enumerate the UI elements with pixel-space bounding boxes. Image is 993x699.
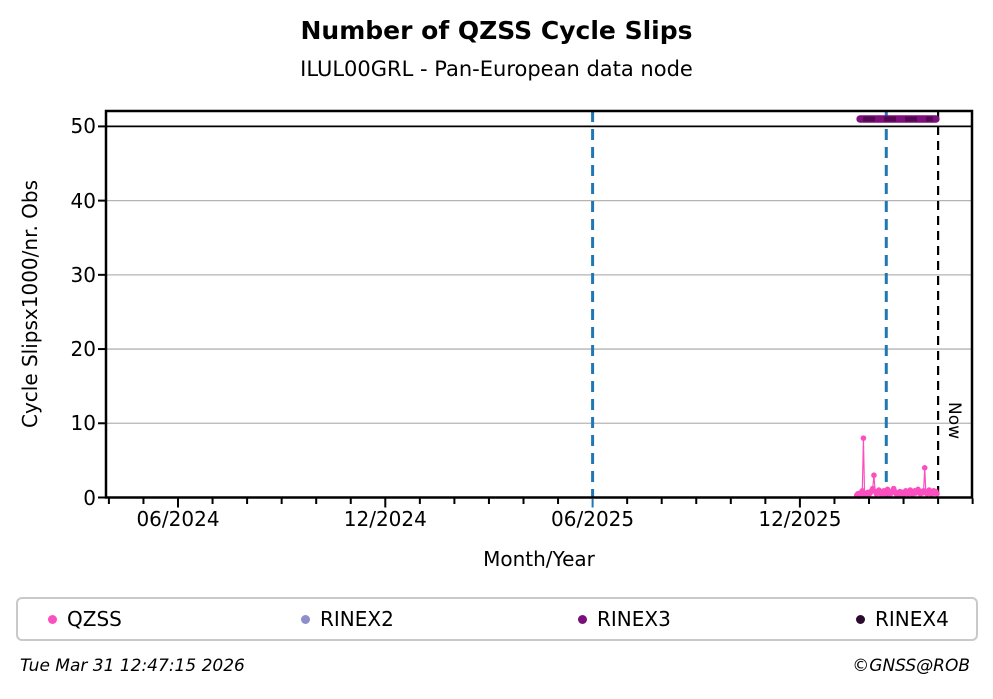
y-tick-label-20: 20 (70, 337, 96, 362)
legend-marker-rinex2-icon (301, 614, 310, 624)
legend-label-rinex3: RINEX3 (597, 607, 671, 631)
legend-item-rinex2: RINEX2 (301, 599, 394, 639)
legend-item-rinex4: RINEX4 (856, 599, 949, 639)
legend-label-qzss: QZSS (67, 607, 122, 631)
x-tick-label-12/2024: 12/2024 (343, 507, 427, 531)
x-tick-label-06/2025: 06/2025 (551, 507, 635, 531)
credit-label: ©GNSS@ROB (852, 656, 970, 676)
legend-label-rinex4: RINEX4 (875, 607, 949, 631)
legend-marker-rinex4-icon (856, 614, 865, 624)
qzss-point (860, 435, 867, 441)
legend-item-rinex3: RINEX3 (578, 599, 671, 639)
legend-label-rinex2: RINEX2 (320, 607, 394, 631)
legend-marker-rinex3-icon (578, 614, 587, 624)
y-tick-label-30: 30 (70, 262, 96, 287)
y-tick-label-50: 50 (70, 114, 96, 139)
x-axis-label: Month/Year (483, 547, 595, 571)
y-axis-label: Cycle Slipsx1000/nr. Obs (18, 179, 42, 429)
x-tick-label-12/2025: 12/2025 (758, 507, 842, 531)
qzss-point (934, 490, 940, 497)
legend-box: QZSS RINEX2 RINEX3 RINEX4 (16, 597, 978, 641)
x-tick-label-06/2024: 06/2024 (136, 507, 220, 531)
legend-marker-qzss-icon (48, 614, 57, 624)
y-tick-label-40: 40 (70, 188, 96, 213)
qzss-point (921, 465, 928, 471)
legend-item-qzss: QZSS (48, 599, 122, 639)
qzss-point (871, 472, 877, 479)
plot-timestamp: Tue Mar 31 12:47:15 2026 (20, 656, 245, 676)
plot-border (104, 109, 974, 499)
now-label: Now (944, 402, 964, 440)
chart-title: Number of QZSS Cycle Slips (300, 16, 693, 45)
y-tick-label-10: 10 (70, 411, 96, 436)
y-tick-label-0: 0 (83, 485, 96, 510)
chart-subtitle: ILUL00GRL - Pan-European data node (300, 57, 693, 81)
